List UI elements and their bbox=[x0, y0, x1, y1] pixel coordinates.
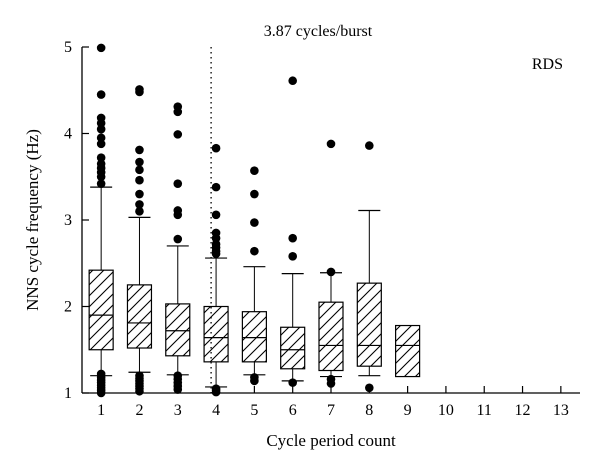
outlier-point bbox=[250, 189, 259, 199]
outlier-point bbox=[96, 179, 106, 188]
box bbox=[318, 301, 344, 372]
outlier-point bbox=[250, 218, 259, 227]
x-tick-label: 6 bbox=[289, 402, 297, 419]
outlier-point bbox=[135, 145, 144, 155]
outlier-point bbox=[96, 133, 106, 143]
outlier-point bbox=[135, 189, 144, 199]
outlier-point bbox=[96, 43, 106, 53]
box bbox=[203, 305, 229, 363]
box bbox=[356, 282, 382, 367]
x-tick-label: 7 bbox=[327, 402, 335, 419]
box-group-7 bbox=[318, 139, 344, 388]
outlier-point bbox=[135, 200, 144, 209]
outlier-point bbox=[96, 172, 106, 182]
box bbox=[395, 324, 421, 378]
outlier-point bbox=[135, 175, 144, 185]
y-tick-label: 1 bbox=[64, 385, 72, 402]
outlier-point bbox=[365, 141, 374, 150]
outlier-point bbox=[96, 118, 106, 128]
y-tick-label: 5 bbox=[64, 39, 72, 56]
outlier-point bbox=[288, 378, 297, 387]
y-axis-label: NNS cycle frequency (Hz) bbox=[23, 129, 42, 311]
box-group-2 bbox=[126, 85, 153, 396]
outlier-point bbox=[250, 376, 259, 386]
box bbox=[280, 326, 306, 370]
outlier-point bbox=[135, 157, 144, 167]
outlier-point bbox=[288, 252, 297, 261]
chart-annotation: 3.87 cycles/burst bbox=[264, 23, 373, 40]
x-tick-label: 3 bbox=[174, 402, 182, 419]
x-tick-label: 12 bbox=[515, 402, 531, 419]
x-tick-label: 11 bbox=[477, 402, 492, 419]
box bbox=[165, 303, 191, 357]
x-tick-label: 5 bbox=[250, 402, 258, 419]
x-tick-label: 4 bbox=[212, 402, 220, 419]
box bbox=[88, 269, 114, 351]
outlier-point bbox=[96, 90, 106, 99]
box-group-3 bbox=[165, 102, 191, 394]
x-tick-label: 8 bbox=[365, 402, 373, 419]
box-group-4 bbox=[203, 143, 229, 397]
outlier-point bbox=[173, 179, 183, 188]
outlier-point bbox=[211, 249, 221, 259]
y-tick-label: 3 bbox=[64, 212, 72, 229]
outlier-point bbox=[96, 124, 106, 134]
box-group-8 bbox=[356, 141, 382, 393]
outlier-point bbox=[326, 139, 336, 149]
box-group-5 bbox=[241, 166, 267, 386]
outlier-point bbox=[173, 107, 183, 117]
outlier-point bbox=[173, 130, 183, 139]
outlier-point bbox=[211, 210, 221, 220]
box-group-1 bbox=[88, 43, 114, 398]
outlier-point bbox=[211, 143, 221, 153]
outlier-point bbox=[326, 379, 336, 388]
outlier-point bbox=[96, 153, 106, 163]
x-tick-label: 13 bbox=[553, 402, 569, 419]
outlier-point bbox=[250, 246, 259, 256]
y-tick-label: 2 bbox=[64, 299, 72, 316]
box bbox=[126, 284, 153, 349]
panel-label: RDS bbox=[532, 56, 563, 73]
y-tick-label: 4 bbox=[64, 126, 72, 143]
outlier-point bbox=[288, 76, 297, 86]
box bbox=[241, 311, 267, 363]
outlier-point bbox=[211, 233, 221, 243]
x-axis-label: Cycle period count bbox=[266, 431, 396, 450]
x-tick-label: 10 bbox=[438, 402, 454, 419]
outlier-point bbox=[173, 210, 183, 220]
outlier-point bbox=[211, 182, 221, 192]
x-tick-label: 9 bbox=[404, 402, 412, 419]
outlier-point bbox=[96, 139, 106, 149]
outlier-point bbox=[135, 207, 144, 216]
plot-area bbox=[88, 43, 421, 398]
outlier-point bbox=[326, 267, 336, 277]
box-group-9 bbox=[395, 324, 421, 378]
outlier-point bbox=[288, 233, 297, 243]
outlier-point bbox=[250, 166, 259, 175]
outlier-point bbox=[135, 87, 144, 97]
outlier-point bbox=[135, 165, 144, 175]
x-tick-label: 2 bbox=[135, 402, 143, 419]
x-tick-label: 1 bbox=[97, 402, 105, 419]
outlier-point bbox=[173, 234, 183, 244]
box-group-6 bbox=[280, 76, 306, 387]
